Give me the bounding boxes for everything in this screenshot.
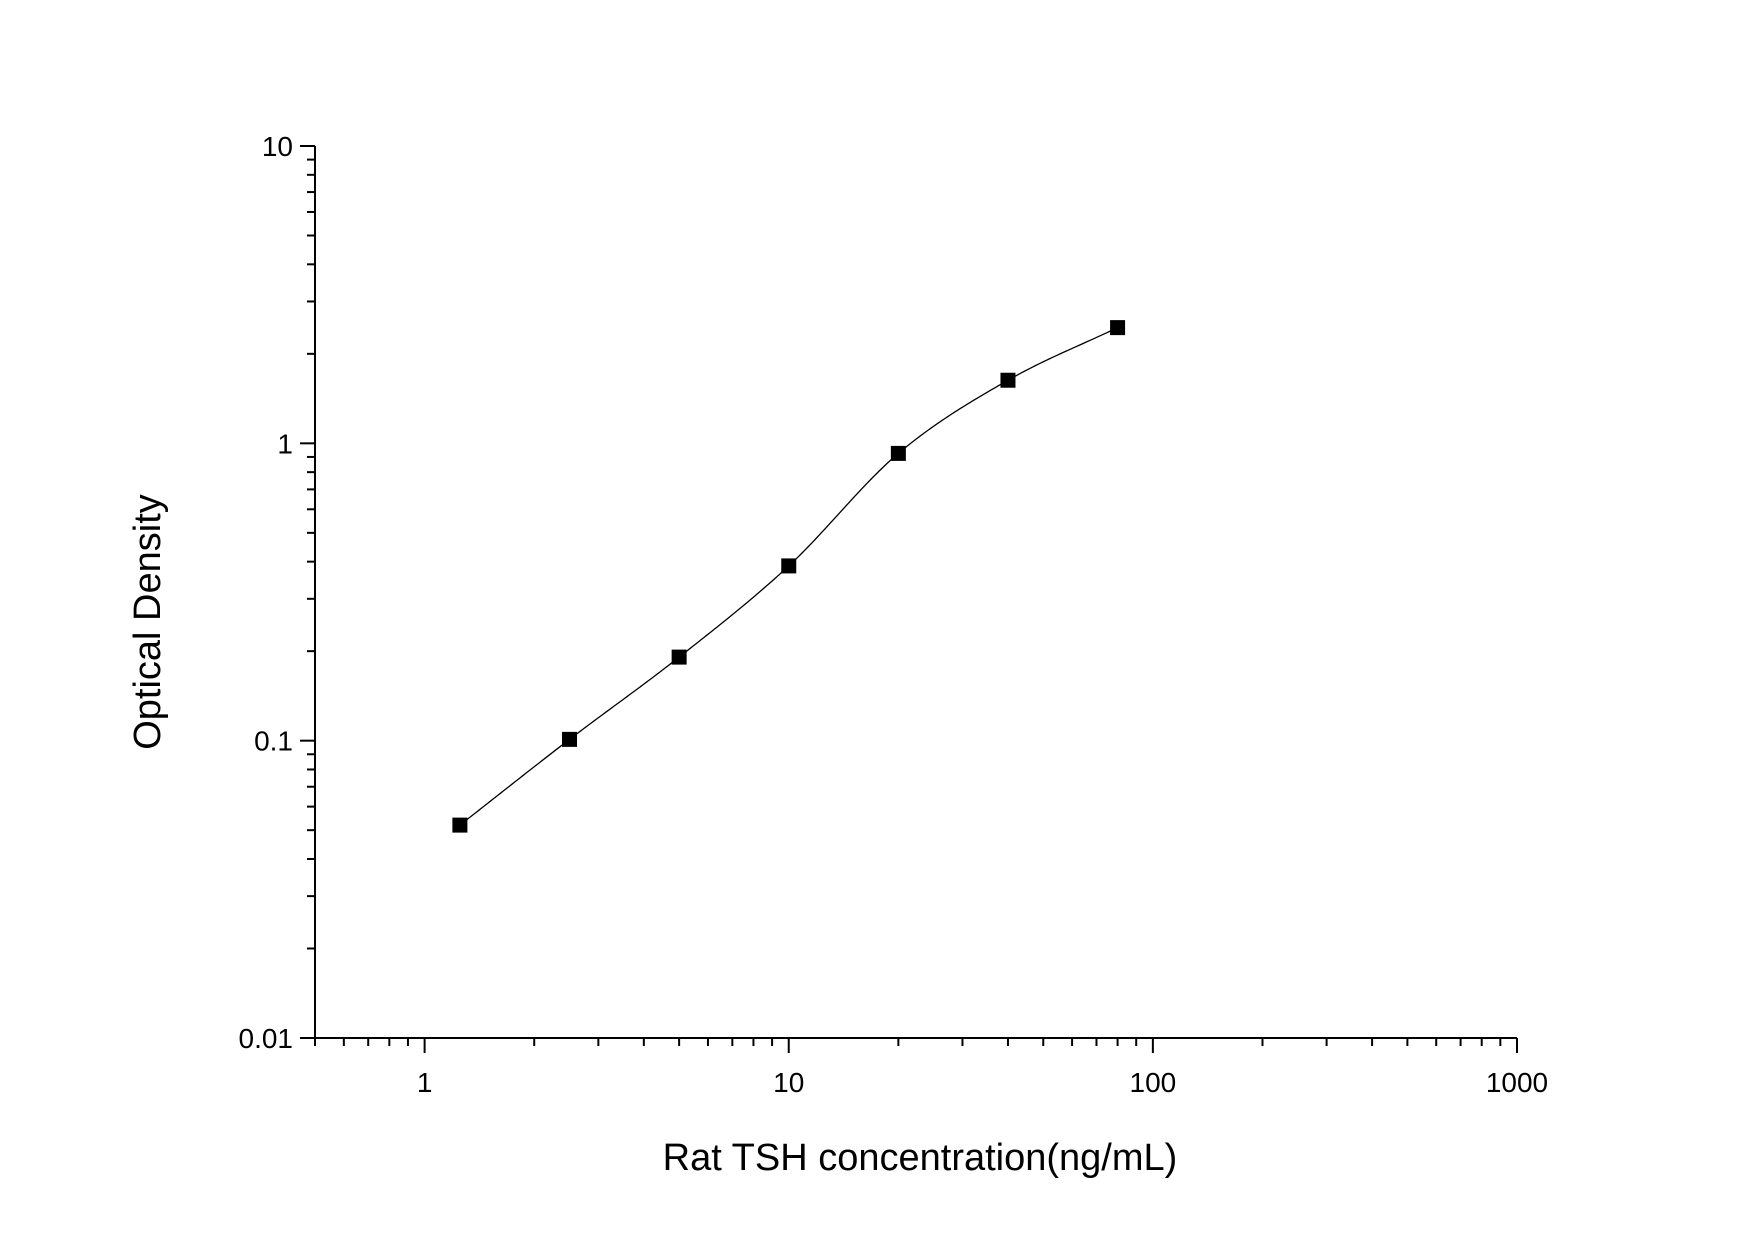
data-point-marker [452, 817, 468, 833]
data-point-marker [562, 731, 578, 747]
y-tick-label: 1 [277, 428, 293, 459]
x-axis-title: Rat TSH concentration(ng/mL) [663, 1137, 1178, 1179]
x-tick-label: 10 [773, 1067, 804, 1098]
y-axis-title: Optical Density [127, 494, 169, 750]
data-point-marker [1110, 320, 1126, 336]
fit-curve [459, 327, 1118, 826]
x-tick-label: 1000 [1486, 1067, 1548, 1098]
data-point-marker [890, 445, 906, 461]
data-point-marker [671, 649, 687, 665]
data-point-marker [781, 558, 797, 574]
y-tick-label: 0.01 [239, 1023, 294, 1054]
x-tick-label: 100 [1130, 1067, 1177, 1098]
fit-curve-group [459, 327, 1118, 826]
axes: 1 10 100 1000 0.01 0.1 1 10 [239, 131, 1549, 1098]
x-tick-label: 1 [417, 1067, 433, 1098]
data-points [452, 320, 1126, 833]
data-point-marker [1000, 372, 1016, 388]
y-tick-label: 10 [262, 131, 293, 162]
y-tick-label: 0.1 [254, 726, 293, 757]
